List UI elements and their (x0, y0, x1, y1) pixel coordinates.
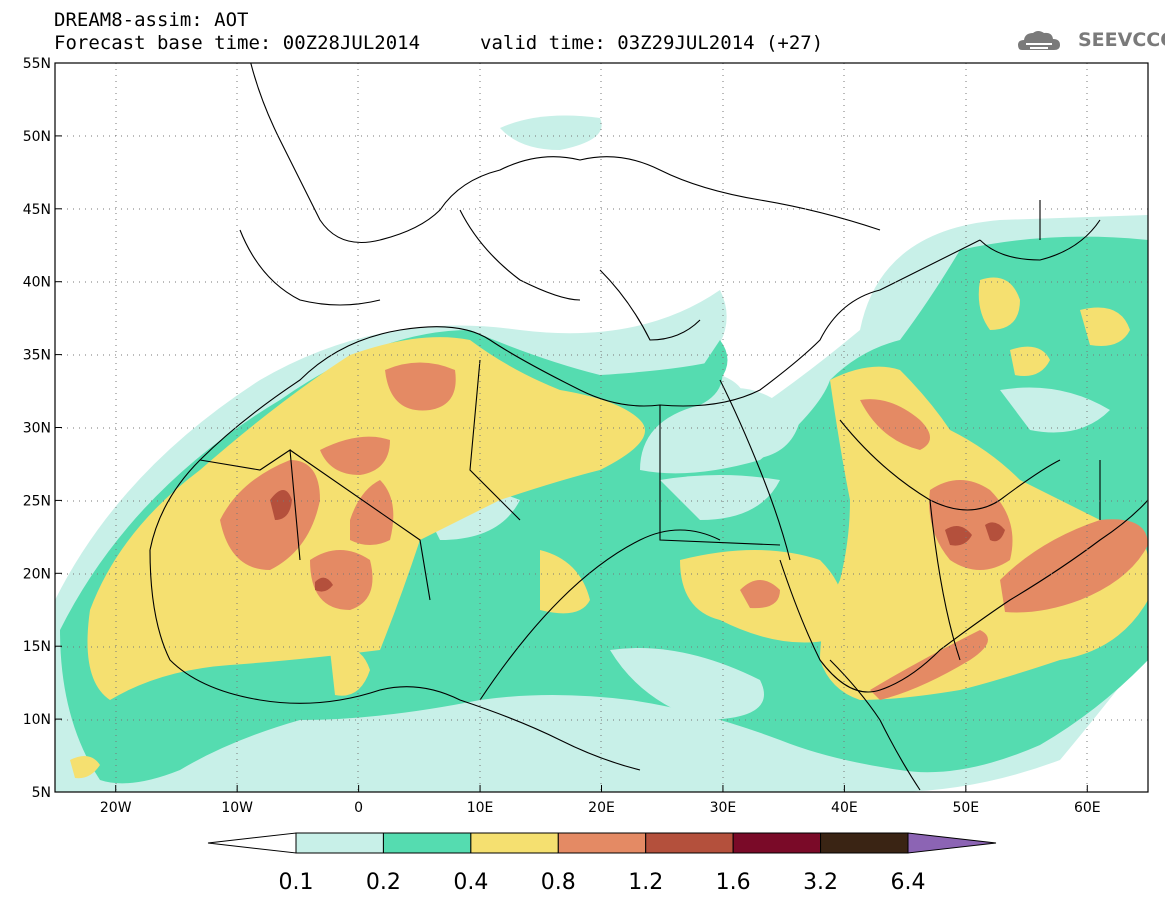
colorbar-label: 0.2 (365, 870, 401, 895)
lat-tick-label: 35N (23, 348, 51, 364)
lat-tick-label: 20N (23, 566, 51, 582)
lon-tick-label: 10E (467, 800, 494, 816)
colorbar (207, 832, 997, 854)
latitude-axis: 55N 50N 45N 40N 35N 30N 25N 20N 15N 10N 5N (23, 56, 62, 801)
colorbar-label: 0.4 (453, 870, 489, 895)
colorbar-label: 3.2 (803, 870, 839, 895)
lon-tick-label: 60E (1074, 800, 1101, 816)
lat-tick-label: 55N (23, 56, 51, 72)
colorbar-swatch (470, 832, 559, 854)
lat-tick-label: 45N (23, 202, 51, 218)
lon-tick-label: 50E (952, 800, 979, 816)
lat-tick-label: 10N (23, 712, 51, 728)
colorbar-swatch (382, 832, 472, 854)
lon-tick-label: 20E (588, 800, 615, 816)
lon-tick-label: 10W (221, 800, 253, 816)
colorbar-swatch (732, 832, 822, 854)
colorbar-label: 1.2 (628, 870, 664, 895)
colorbar-label: 6.4 (890, 870, 926, 895)
lat-tick-label: 50N (23, 129, 51, 145)
forecast-base-time: Forecast base time: 00Z28JUL2014 (54, 32, 421, 54)
graticule (55, 63, 1148, 792)
lat-tick-label: 40N (23, 275, 51, 291)
coastlines (149, 63, 1148, 791)
colorbar-label: 0.8 (540, 870, 576, 895)
colorbar-swatch (645, 832, 734, 854)
lat-tick-label: 15N (23, 639, 51, 655)
valid-time: valid time: 03Z29JUL2014 (+27) (480, 32, 824, 54)
lon-tick-label: 20W (100, 800, 132, 816)
colorbar-high-arrow (907, 832, 997, 854)
lat-tick-label: 5N (32, 785, 51, 801)
colorbar-label: 1.6 (715, 870, 751, 895)
colorbar-swatch (295, 832, 384, 854)
map-title: DREAM8-assim: AOT (54, 9, 249, 31)
lat-tick-label: 30N (23, 421, 51, 437)
lat-tick-label: 25N (23, 493, 51, 509)
logo-text: SEEVCCC (1078, 29, 1165, 51)
cloud-logo-icon (1018, 31, 1060, 50)
lon-tick-label: 0 (354, 800, 363, 816)
colorbar-swatch (557, 832, 647, 854)
colorbar-swatch (820, 832, 909, 854)
lon-tick-label: 40E (831, 800, 858, 816)
colorbar-low-arrow (207, 832, 297, 854)
colorbar-label: 0.1 (278, 870, 314, 895)
lon-tick-label: 30E (710, 800, 737, 816)
longitude-axis: 20W 10W 0 10E 20E 30E 40E 50E 60E (100, 785, 1101, 816)
